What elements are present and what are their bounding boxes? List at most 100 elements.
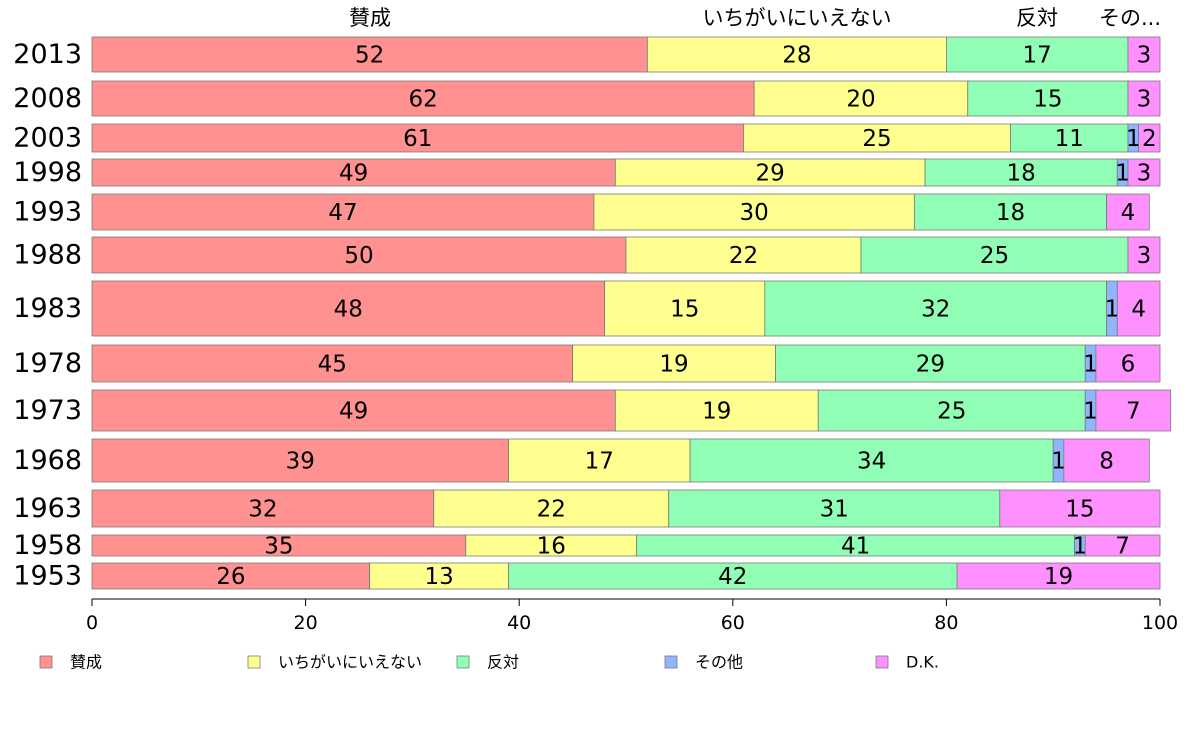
data-label: 31 [820, 497, 849, 523]
data-label: 32 [248, 497, 277, 523]
data-label: 48 [334, 297, 363, 323]
top-category-label: 反対 [1016, 6, 1058, 30]
data-label: 22 [537, 497, 566, 523]
bar-segment [764, 280, 1108, 337]
legend-label: D.K. [906, 653, 939, 672]
bar-segment [817, 389, 1086, 432]
bar-segment [593, 193, 915, 231]
bar-segment [689, 438, 1054, 483]
year-label: 1973 [13, 395, 82, 426]
year-label: 2013 [13, 39, 82, 70]
data-label: 3 [1137, 43, 1152, 69]
bar-segment [91, 489, 435, 528]
bars-layer: 52 28 17 362 20 15 361 25 11 1 249 29 18 1 347 30 18 450 2… [91, 36, 1172, 590]
data-label: 25 [937, 399, 966, 425]
year-label: 1978 [13, 348, 82, 379]
bar-segment [1095, 344, 1161, 383]
bar-segment [743, 123, 1011, 153]
legend-label: その他 [695, 653, 743, 672]
top-category-label: その... [1099, 6, 1161, 30]
legend: 賛成 いちがいにいえない 反対 その他 D.K. [39, 653, 939, 672]
data-label: 62 [408, 87, 437, 113]
bar-segment [1095, 389, 1172, 432]
bar-segment [91, 280, 606, 337]
x-tick-label: 0 [86, 612, 98, 634]
bar-segment [91, 344, 574, 383]
data-label: 61 [403, 126, 432, 152]
data-label: 2 [1142, 126, 1157, 152]
data-label: 25 [980, 243, 1009, 269]
bar-segment [91, 389, 616, 432]
bar-segment [946, 36, 1129, 73]
data-label: 30 [740, 200, 769, 226]
bar-segment [604, 280, 766, 337]
legend-label: いちがいにいえない [278, 653, 422, 672]
x-tick-label: 20 [294, 612, 318, 634]
data-label: 15 [1065, 497, 1094, 523]
data-label: 35 [264, 534, 293, 560]
data-label: 18 [996, 200, 1025, 226]
data-label: 25 [862, 126, 891, 152]
data-label: 1 [1051, 449, 1066, 475]
data-label: 41 [841, 534, 870, 560]
bar-segment [924, 158, 1118, 187]
bar-segment [913, 193, 1107, 231]
year-label: 1968 [13, 445, 82, 476]
bar-segment [91, 158, 616, 187]
bar-segment [1116, 280, 1161, 337]
data-label: 45 [318, 352, 347, 378]
bar-segment [1127, 158, 1161, 187]
data-label: 19 [659, 352, 688, 378]
data-label: 1 [1115, 161, 1130, 187]
x-tick-label: 60 [721, 612, 745, 634]
data-label: 29 [916, 352, 945, 378]
legend-label: 賛成 [70, 653, 102, 672]
bar-segment [860, 236, 1129, 274]
bar-segment [956, 562, 1161, 590]
year-label: 2003 [13, 123, 82, 154]
top-category-label: 賛成 [349, 6, 391, 30]
data-label: 26 [216, 564, 245, 590]
data-label: 4 [1131, 297, 1146, 323]
bar-segment [1063, 438, 1150, 483]
bar-segment [1127, 236, 1161, 274]
data-label: 20 [846, 87, 875, 113]
year-label: 2008 [13, 83, 82, 114]
data-label: 19 [702, 399, 731, 425]
data-label: 17 [1023, 43, 1052, 69]
data-label: 1 [1083, 399, 1098, 425]
year-label: 1963 [13, 493, 82, 524]
bar-segment [1106, 193, 1150, 231]
top-labels-layer: 賛成 いちがいにいえない 反対 その... [349, 6, 1161, 30]
data-label: 39 [286, 449, 315, 475]
year-label: 1998 [13, 157, 82, 188]
data-label: 7 [1115, 534, 1130, 560]
data-label: 42 [718, 564, 747, 590]
x-tick-label: 40 [507, 612, 531, 634]
bar-segment [614, 158, 926, 187]
data-label: 52 [355, 43, 384, 69]
bar-segment [91, 562, 371, 590]
data-label: 49 [339, 399, 368, 425]
bar-segment [91, 36, 648, 73]
data-label: 47 [328, 200, 357, 226]
data-label: 15 [670, 297, 699, 323]
data-label: 3 [1137, 243, 1152, 269]
bar-segment [646, 36, 947, 73]
data-label: 34 [857, 449, 886, 475]
data-label: 4 [1121, 200, 1136, 226]
data-label: 49 [339, 161, 368, 187]
data-label: 3 [1137, 87, 1152, 113]
data-label: 7 [1126, 399, 1141, 425]
data-label: 17 [585, 449, 614, 475]
year-label: 1953 [13, 561, 82, 592]
bar-segment [1084, 534, 1161, 557]
bar-segment [91, 80, 755, 117]
data-label: 6 [1121, 352, 1136, 378]
year-label: 1958 [13, 530, 82, 561]
data-label: 1 [1126, 126, 1141, 152]
data-label: 29 [756, 161, 785, 187]
data-label: 1 [1105, 297, 1120, 323]
